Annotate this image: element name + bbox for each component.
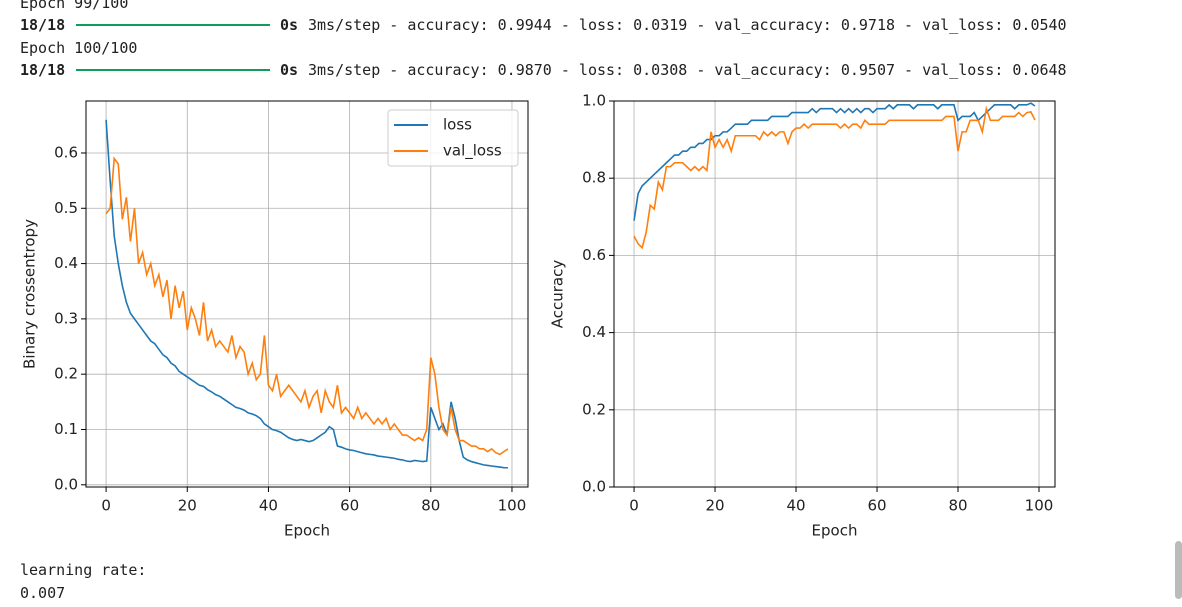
progress-bar xyxy=(76,24,270,26)
metrics: 3ms/step - accuracy: 0.9870 - loss: 0.03… xyxy=(308,61,1067,79)
epoch-line: Epoch 99/100 xyxy=(20,0,129,12)
footer-label: learning rate: xyxy=(20,561,147,579)
y-tick-label: 0.4 xyxy=(582,323,606,341)
y-axis-label: Binary crossentropy xyxy=(21,219,39,369)
legend-label: val_loss xyxy=(443,142,502,161)
series-line xyxy=(105,156,509,456)
y-tick-label: 0.2 xyxy=(54,365,78,383)
axes-frame xyxy=(613,100,1056,488)
y-tick-label: 0.5 xyxy=(54,199,78,217)
series-line xyxy=(105,119,508,469)
y-tick-label: 0.6 xyxy=(582,246,606,264)
x-tick-label: 80 xyxy=(948,497,967,515)
y-tick-label: 0.6 xyxy=(54,143,78,161)
y-tick-label: 0.8 xyxy=(582,169,606,187)
y-tick-label: 1.0 xyxy=(582,92,606,110)
epoch-line: Epoch 100/100 xyxy=(20,39,138,57)
step-count: 18/18 xyxy=(20,61,66,79)
axes-frame xyxy=(85,100,529,488)
y-tick-label: 0.0 xyxy=(582,478,606,496)
x-axis-label: Epoch xyxy=(812,522,858,540)
x-tick-label: 100 xyxy=(498,497,527,515)
x-tick-label: 80 xyxy=(421,497,440,515)
step-time: 0s xyxy=(280,16,299,34)
series-line xyxy=(633,102,1036,221)
x-tick-label: 60 xyxy=(340,497,359,515)
progress-bar xyxy=(76,69,270,71)
x-tick-label: 0 xyxy=(629,497,639,515)
y-tick-label: 0.1 xyxy=(54,420,78,438)
x-tick-label: 20 xyxy=(178,497,197,515)
step-count: 18/18 xyxy=(20,16,66,34)
y-tick-label: 0.3 xyxy=(54,309,78,327)
y-tick-label: 0.2 xyxy=(582,400,606,418)
y-tick-label: 0.0 xyxy=(54,475,78,493)
y-tick-label: 0.4 xyxy=(54,254,78,272)
x-tick-label: 40 xyxy=(786,497,805,515)
metrics: 3ms/step - accuracy: 0.9944 - loss: 0.03… xyxy=(308,16,1067,34)
step-time: 0s xyxy=(280,61,299,79)
x-tick-label: 60 xyxy=(867,497,886,515)
series-line xyxy=(633,105,1036,250)
footer-value: 0.007 xyxy=(20,584,66,602)
x-tick-label: 0 xyxy=(101,497,111,515)
x-tick-label: 100 xyxy=(1025,497,1054,515)
scrollbar[interactable] xyxy=(1175,541,1182,599)
legend-label: loss xyxy=(443,116,472,134)
x-tick-label: 40 xyxy=(259,497,278,515)
y-axis-label: Accuracy xyxy=(549,260,567,329)
x-tick-label: 20 xyxy=(705,497,724,515)
x-axis-label: Epoch xyxy=(284,522,330,540)
